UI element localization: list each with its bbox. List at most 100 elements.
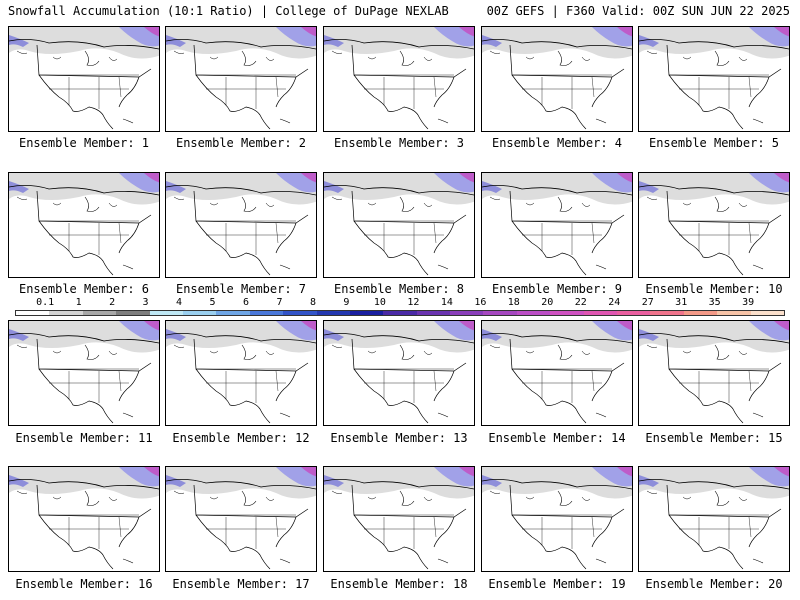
colorbar-swatch: [283, 311, 317, 315]
colorbar-tick-label: 16: [474, 297, 487, 308]
colorbar-swatch: [416, 311, 451, 315]
colorbar-swatch: [583, 311, 618, 315]
north-america-map: [482, 27, 632, 130]
ensemble-member-8-map: [323, 172, 475, 278]
colorbar-tick-label: 39: [742, 297, 755, 308]
ensemble-member-label: Ensemble Member: 10: [645, 282, 783, 296]
colorbar-tick-label: 12: [407, 297, 420, 308]
north-america-map: [166, 173, 316, 276]
colorbar-swatch: [116, 311, 150, 315]
colorbar-tick-label: 8: [309, 297, 316, 308]
ensemble-member-label: Ensemble Member: 11: [15, 431, 153, 445]
ensemble-member-3-map: [323, 26, 475, 132]
ensemble-member-4-map: [481, 26, 633, 132]
ensemble-member-20-map: [638, 466, 790, 572]
colorbar-swatch: [450, 311, 484, 315]
ensemble-member-18-map: [323, 466, 475, 572]
ensemble-member-13-map: [323, 320, 475, 426]
ensemble-member-label: Ensemble Member: 12: [172, 431, 310, 445]
colorbar-swatch: [249, 311, 284, 315]
north-america-map: [166, 321, 316, 424]
colorbar-swatch: [49, 311, 83, 315]
ensemble-member-6-map: [8, 172, 160, 278]
colorbar-swatch: [650, 311, 684, 315]
colorbar-swatch: [516, 311, 551, 315]
colorbar-swatch: [550, 311, 584, 315]
ensemble-member-label: Ensemble Member: 2: [175, 136, 307, 150]
colorbar-tick-label: 22: [574, 297, 587, 308]
colorbar-swatch: [683, 311, 718, 315]
colorbar-tick-label: 9: [343, 297, 350, 308]
north-america-map: [9, 321, 159, 424]
colorbar-swatch: [149, 311, 183, 315]
north-america-map: [9, 467, 159, 570]
ensemble-member-19-map: [481, 466, 633, 572]
colorbar-swatch: [182, 311, 217, 315]
north-america-map: [324, 467, 474, 570]
colorbar-tick-label: 3: [142, 297, 149, 308]
ensemble-member-11-map: [8, 320, 160, 426]
colorbar-swatch: [383, 311, 417, 315]
colorbar-swatch: [750, 311, 784, 315]
colorbar-swatch: [483, 311, 517, 315]
ensemble-member-label: Ensemble Member: 19: [488, 577, 626, 591]
ensemble-member-16-map: [8, 466, 160, 572]
colorbar-swatch: [617, 311, 651, 315]
colorbar-tick-label: 24: [608, 297, 621, 308]
ensemble-member-label: Ensemble Member: 20: [645, 577, 783, 591]
colorbar-tick-label: 35: [708, 297, 721, 308]
ensemble-member-label: Ensemble Member: 5: [648, 136, 780, 150]
ensemble-member-17-map: [165, 466, 317, 572]
ensemble-member-9-map: [481, 172, 633, 278]
colorbar-tick-label: 27: [641, 297, 654, 308]
colorbar-tick-label: 2: [109, 297, 116, 308]
north-america-map: [639, 467, 789, 570]
colorbar-tick-label: 5: [209, 297, 216, 308]
north-america-map: [639, 173, 789, 276]
ensemble-member-10-map: [638, 172, 790, 278]
north-america-map: [639, 321, 789, 424]
north-america-map: [166, 27, 316, 130]
colorbar-tick-label: 6: [242, 297, 250, 308]
colorbar-tick-label: 10: [373, 297, 386, 308]
snowfall-colorbar: [15, 310, 785, 316]
colorbar-tick-label: 1: [75, 297, 82, 308]
colorbar-swatch: [216, 311, 250, 315]
colorbar-tick-label: 0.1: [36, 297, 55, 308]
north-america-map: [639, 27, 789, 130]
north-america-map: [482, 321, 632, 424]
map-title: Snowfall Accumulation (10:1 Ratio) | Col…: [8, 4, 449, 18]
ensemble-member-label: Ensemble Member: 17: [172, 577, 310, 591]
colorbar-swatch: [717, 311, 751, 315]
ensemble-member-label: Ensemble Member: 3: [333, 136, 465, 150]
colorbar-tick-label: 4: [176, 297, 183, 308]
north-america-map: [9, 27, 159, 130]
ensemble-member-label: Ensemble Member: 4: [491, 136, 623, 150]
colorbar-swatch: [82, 311, 117, 315]
ensemble-member-label: Ensemble Member: 13: [330, 431, 468, 445]
colorbar-swatch: [16, 311, 50, 315]
north-america-map: [9, 173, 159, 276]
colorbar-swatch: [316, 311, 350, 315]
ensemble-member-12-map: [165, 320, 317, 426]
ensemble-member-label: Ensemble Member: 16: [15, 577, 153, 591]
ensemble-member-2-map: [165, 26, 317, 132]
ensemble-member-label: Ensemble Member: 9: [491, 282, 623, 296]
colorbar-swatch: [349, 311, 384, 315]
ensemble-member-label: Ensemble Member: 6: [18, 282, 150, 296]
colorbar-tick-label: 20: [541, 297, 554, 308]
ensemble-member-label: Ensemble Member: 7: [175, 282, 307, 296]
north-america-map: [324, 321, 474, 424]
ensemble-member-label: Ensemble Member: 1: [18, 136, 150, 150]
colorbar-tick-label: 14: [440, 297, 453, 308]
ensemble-member-label: Ensemble Member: 15: [645, 431, 783, 445]
colorbar-labels: 0.1 1 2 3 4 5 6 7 8 9 10 12 14 16 18 20 22 24 27 31 35 39: [15, 297, 785, 309]
ensemble-member-1-map: [8, 26, 160, 132]
colorbar-tick-label: 7: [276, 297, 283, 308]
ensemble-member-5-map: [638, 26, 790, 132]
ensemble-member-label: Ensemble Member: 8: [333, 282, 465, 296]
ensemble-member-label: Ensemble Member: 18: [330, 577, 468, 591]
north-america-map: [324, 173, 474, 276]
colorbar-tick-label: 31: [675, 297, 688, 308]
north-america-map: [482, 467, 632, 570]
